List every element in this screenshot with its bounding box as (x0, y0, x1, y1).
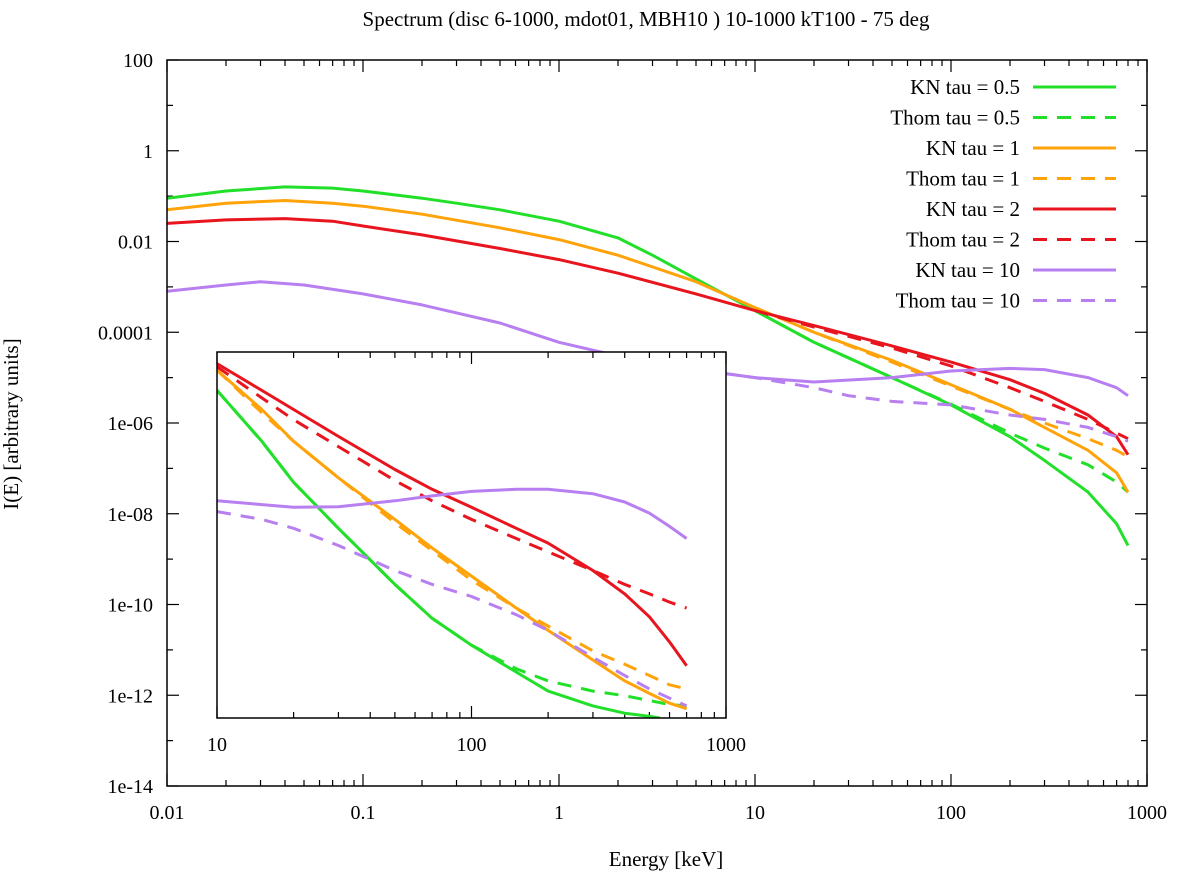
x-tick-label: 100 (936, 802, 966, 824)
legend-label: Thom tau = 2 (906, 228, 1020, 252)
legend-label: KN tau = 1 (926, 136, 1020, 160)
inset-background (217, 352, 726, 718)
main-line-kn-tau-2 (167, 217, 1130, 456)
inset-frame (216, 351, 727, 719)
legend-label: KN tau = 10 (915, 258, 1020, 282)
x-tick-label: 0.01 (150, 802, 185, 824)
inset-plot: 10 100 1000 (207, 351, 746, 756)
legend-label: Thom tau = 0.5 (890, 106, 1020, 130)
inset-x-tick-label: 1000 (706, 734, 746, 756)
inset-line-thom-tau-0-5 (217, 389, 687, 708)
y-tick-label: 1e-06 (107, 413, 153, 435)
inset-series-group (217, 362, 688, 718)
x-tick-label: 0.1 (351, 802, 376, 824)
legend-label: Thom tau = 10 (896, 289, 1020, 313)
inset-x-tick-label: 100 (457, 734, 487, 756)
y-tick-label: 1e-12 (107, 685, 153, 707)
inset-line-kn-tau-10 (217, 487, 688, 540)
inset-line-thom-tau-2 (217, 365, 688, 610)
y-tick-label: 1e-08 (107, 504, 153, 526)
main-tick-labels: 0.01 0.1 1 10 100 1000 100 1 0.01 0.0001 1e-06 1e-0… (98, 50, 1167, 824)
legend-label: KN tau = 0.5 (910, 75, 1020, 99)
x-tick-label: 1000 (1127, 802, 1167, 824)
main-line-thom-tau-10 (652, 362, 1129, 443)
inset-line-kn-tau-1 (217, 369, 688, 711)
legend: KN tau = 0.5 Thom tau = 0.5 KN tau = 1 Thom… (890, 75, 1116, 313)
x-tick-label: 1 (554, 802, 564, 824)
y-axis-label: I(E) [arbitrary units] (0, 338, 23, 509)
y-tick-label: 0.0001 (98, 322, 153, 344)
main-line-thom-tau-2 (754, 309, 1129, 441)
main-plot-frame (166, 59, 1148, 787)
y-tick-label: 0.01 (118, 232, 153, 254)
main-line-kn-tau-1 (167, 199, 1130, 493)
x-tick-label: 10 (745, 802, 765, 824)
legend-label: KN tau = 2 (926, 197, 1020, 221)
main-line-thom-tau-1 (754, 306, 1129, 459)
main-line-thom-tau-0-5 (754, 309, 1129, 494)
inset-line-thom-tau-10 (217, 510, 688, 708)
y-tick-label: 100 (123, 50, 153, 72)
inset-line-kn-tau-2 (217, 362, 688, 667)
x-axis-label: Energy [keV] (609, 847, 724, 871)
y-tick-label: 1 (143, 141, 153, 163)
legend-label: Thom tau = 1 (906, 167, 1020, 191)
inset-x-tick-label: 10 (207, 734, 227, 756)
y-tick-label: 1e-10 (107, 595, 153, 617)
chart-title: Spectrum (disc 6-1000, mdot01, MBH10 ) 1… (363, 7, 930, 31)
y-tick-label: 1e-14 (107, 776, 153, 798)
main-line-kn-tau-0-5 (167, 185, 1130, 547)
